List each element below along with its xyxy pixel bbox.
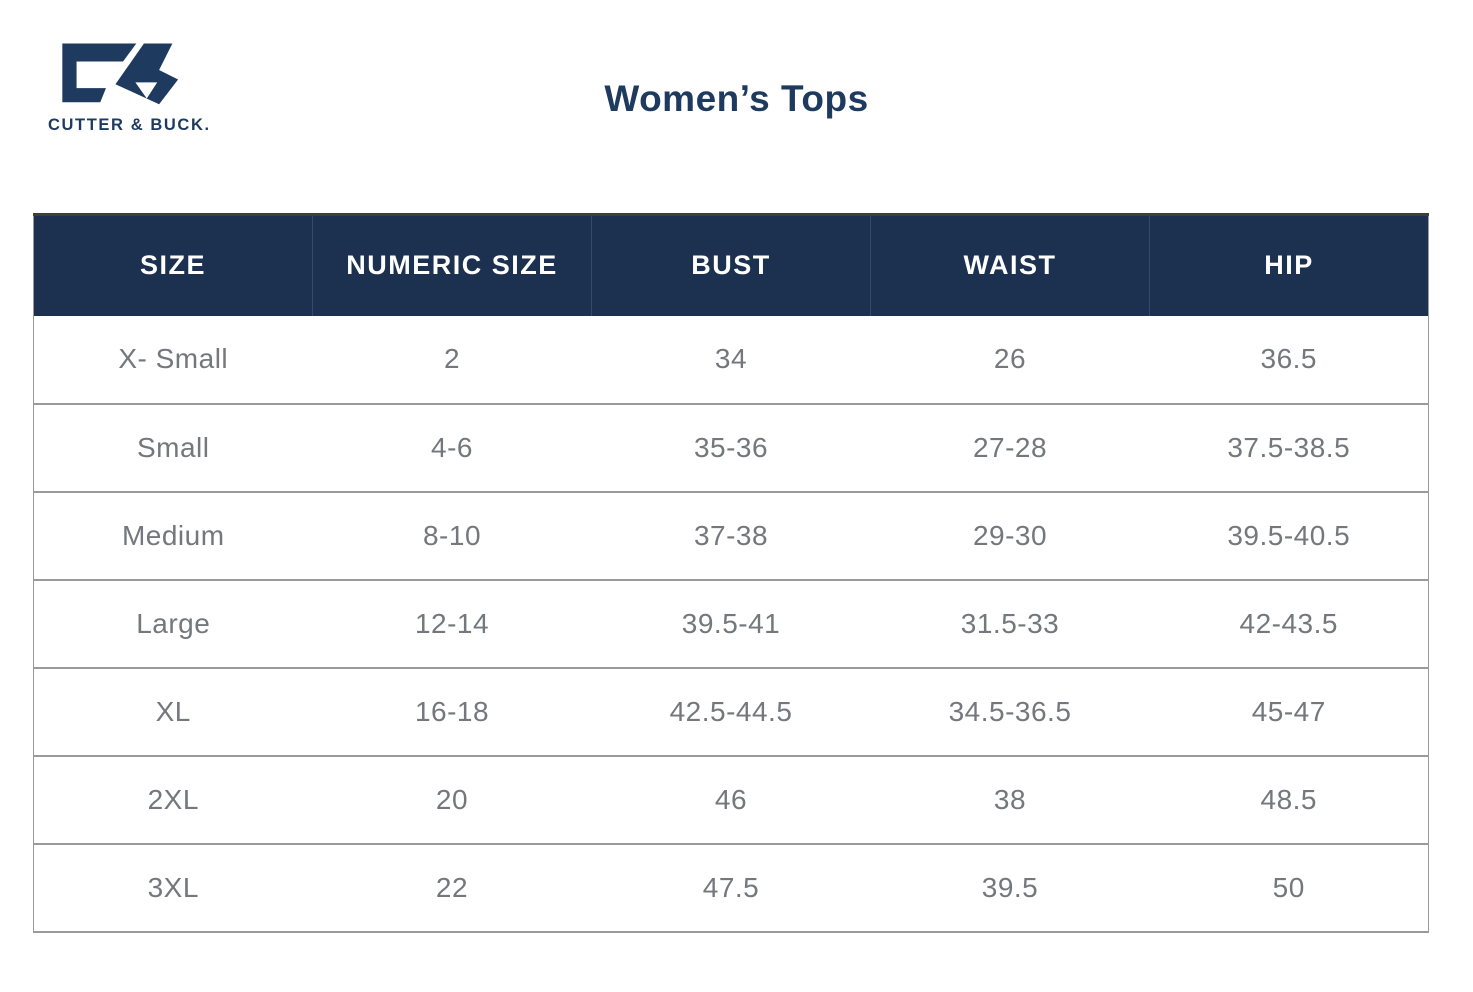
table-cell: 39.5-41 — [591, 579, 871, 669]
table-cell: XL — [33, 667, 313, 757]
column-header: BUST — [591, 214, 871, 316]
table-cell: 38 — [870, 755, 1150, 845]
table-row: X- Small 2 34 26 36.5 — [33, 315, 1429, 405]
table-cell: 37.5-38.5 — [1149, 403, 1429, 493]
table-cell: 16-18 — [312, 667, 592, 757]
table-cell: X- Small — [33, 315, 313, 405]
table-cell: 29-30 — [870, 491, 1150, 581]
table-cell: 27-28 — [870, 403, 1150, 493]
table-body: X- Small 2 34 26 36.5 Small 4-6 35-36 27-28 37.5-… — [33, 315, 1429, 932]
table-cell: Small — [33, 403, 313, 493]
table-row: Large 12-14 39.5-41 31.5-33 42-43.5 — [33, 579, 1429, 669]
table-cell: 34 — [591, 315, 871, 405]
table-row: 3XL 22 47.5 39.5 50 — [33, 843, 1429, 932]
table-row: XL 16-18 42.5-44.5 34.5-36.5 45-47 — [33, 667, 1429, 757]
table-cell: 42.5-44.5 — [591, 667, 871, 757]
table-cell: 2XL — [33, 755, 313, 845]
table-cell: 42-43.5 — [1149, 579, 1429, 669]
table-cell: 31.5-33 — [870, 579, 1150, 669]
table-head: SIZE NUMERIC SIZE BUST WAIST HIP — [33, 214, 1429, 316]
table-cell: 46 — [591, 755, 871, 845]
table-cell: 48.5 — [1149, 755, 1429, 845]
table-cell: 3XL — [33, 843, 313, 932]
table-cell: 26 — [870, 315, 1150, 405]
column-header: SIZE — [33, 214, 313, 316]
brand-wordmark: CUTTER & BUCK. — [48, 116, 211, 134]
cutter-buck-monogram-icon — [62, 43, 179, 105]
brand-logo: CUTTER & BUCK. — [48, 34, 211, 135]
header-row: SIZE NUMERIC SIZE BUST WAIST HIP — [33, 214, 1429, 316]
table-row: 2XL 20 46 38 48.5 — [33, 755, 1429, 845]
page-title: Women’s Tops — [604, 78, 869, 119]
table-cell: 4-6 — [312, 403, 592, 493]
table-cell: 47.5 — [591, 843, 871, 932]
page-header: CUTTER & BUCK. Women’s Tops — [0, 0, 1473, 213]
column-header: NUMERIC SIZE — [312, 214, 592, 316]
size-chart-table: SIZE NUMERIC SIZE BUST WAIST HIP X- Small 2 34… — [33, 213, 1429, 933]
table-cell: 34.5-36.5 — [870, 667, 1150, 757]
table-cell: 39.5 — [870, 843, 1150, 932]
table-cell: 37-38 — [591, 491, 871, 581]
table-cell: 12-14 — [312, 579, 592, 669]
column-header: HIP — [1149, 214, 1429, 316]
table-row: Medium 8-10 37-38 29-30 39.5-40.5 — [33, 491, 1429, 581]
table-row: Small 4-6 35-36 27-28 37.5-38.5 — [33, 403, 1429, 493]
table-cell: 36.5 — [1149, 315, 1429, 405]
table-cell: Medium — [33, 491, 313, 581]
table-cell: 45-47 — [1149, 667, 1429, 757]
table-cell: 39.5-40.5 — [1149, 491, 1429, 581]
column-header: WAIST — [870, 214, 1150, 316]
table-cell: Large — [33, 579, 313, 669]
table-cell: 50 — [1149, 843, 1429, 932]
table-cell: 8-10 — [312, 491, 592, 581]
table-cell: 20 — [312, 755, 592, 845]
table-cell: 22 — [312, 843, 592, 932]
table-cell: 35-36 — [591, 403, 871, 493]
table-cell: 2 — [312, 315, 592, 405]
